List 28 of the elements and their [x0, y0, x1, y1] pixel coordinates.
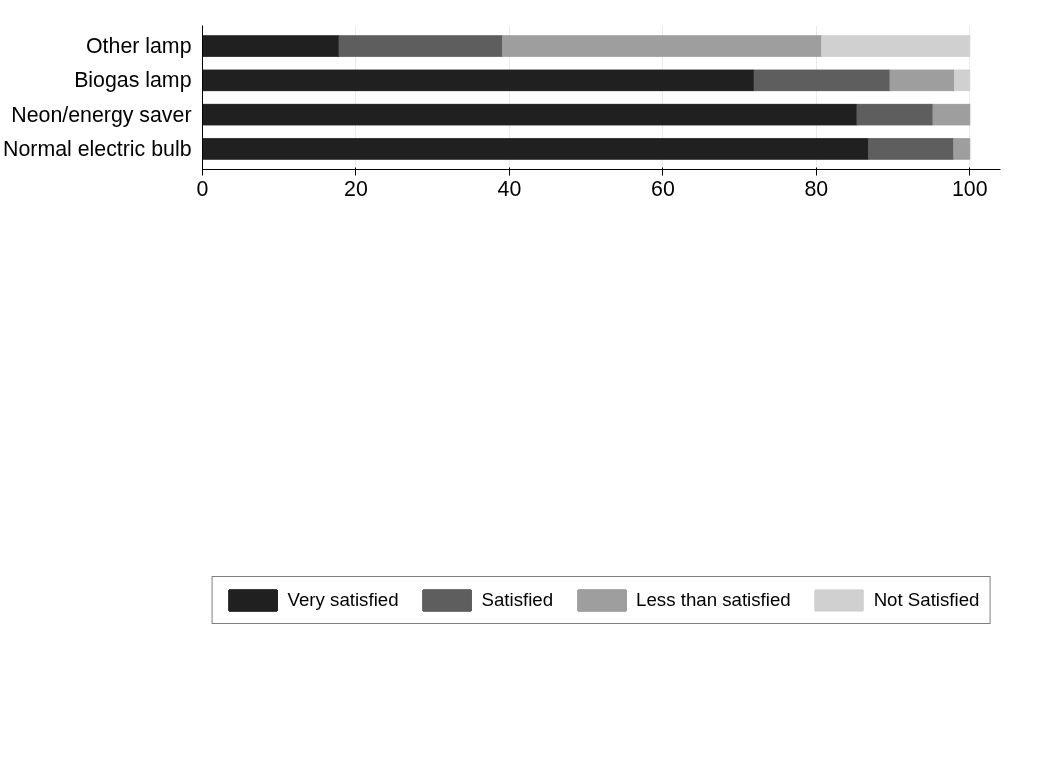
- bar: [868, 138, 955, 160]
- bar: [953, 69, 971, 92]
- legend-label: Satisfied: [481, 589, 554, 611]
- legend-label: Not Satisfied: [873, 589, 980, 611]
- bar: [821, 35, 971, 57]
- bar: [338, 35, 504, 57]
- bar: [502, 35, 823, 57]
- y-tick-label: Normal electric bulb: [3, 136, 192, 161]
- legend-label: Very satisfied: [287, 589, 399, 611]
- bar: [202, 35, 340, 57]
- x-tick-label: 40: [497, 176, 522, 201]
- bar: [932, 103, 971, 126]
- bar: [856, 103, 934, 126]
- legend-label: Less than satisfied: [636, 589, 791, 611]
- x-tick-label: 100: [952, 176, 988, 201]
- bar: [953, 138, 971, 160]
- bar: [202, 103, 858, 126]
- bar: [889, 69, 955, 92]
- x-tick-label: 80: [804, 176, 829, 201]
- bar: [753, 69, 891, 92]
- x-tick-label: 0: [196, 176, 209, 201]
- y-tick-label: Other lamp: [86, 34, 192, 59]
- x-tick-label: 60: [651, 176, 675, 201]
- y-tick-label: Biogas lamp: [74, 68, 192, 93]
- x-tick-label: 20: [344, 176, 368, 201]
- y-tick-label: Neon/energy saver: [11, 102, 192, 127]
- bar: [202, 69, 755, 92]
- bar: [202, 138, 870, 160]
